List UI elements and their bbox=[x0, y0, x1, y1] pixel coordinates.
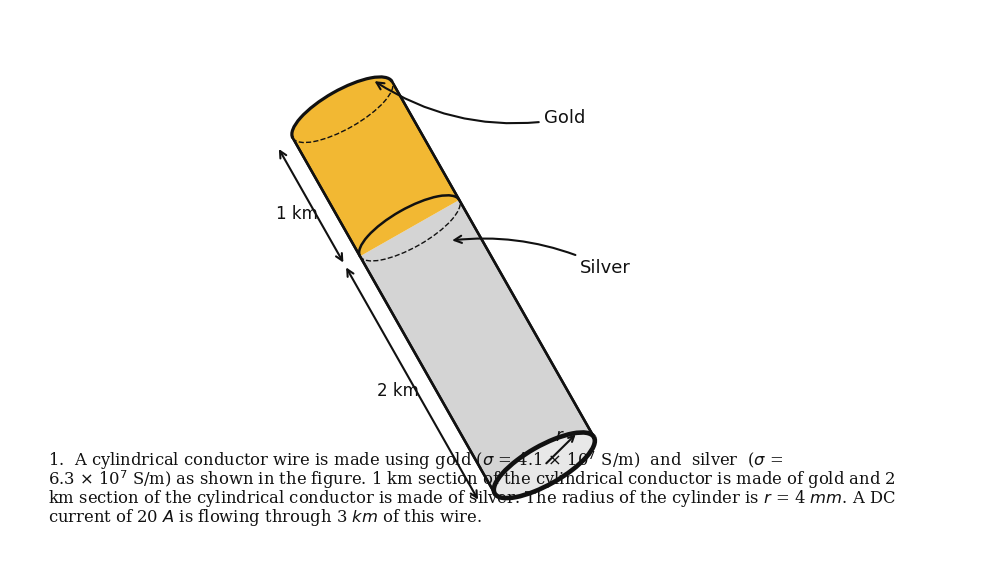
Text: 2 km: 2 km bbox=[377, 382, 418, 400]
Text: current of 20 $A$ is flowing through 3 $km$ of this wire.: current of 20 $A$ is flowing through 3 $… bbox=[49, 507, 482, 528]
Text: 1 km: 1 km bbox=[276, 205, 318, 223]
Text: r: r bbox=[555, 427, 562, 445]
Polygon shape bbox=[493, 432, 594, 498]
Polygon shape bbox=[360, 200, 593, 493]
Polygon shape bbox=[292, 82, 459, 256]
Text: 6.3 $\times$ 10$^7$ S/m) as shown in the figure. 1 km section of the cylindrical: 6.3 $\times$ 10$^7$ S/m) as shown in the… bbox=[49, 469, 895, 492]
Text: Silver: Silver bbox=[454, 236, 629, 277]
Polygon shape bbox=[291, 77, 393, 143]
Text: Gold: Gold bbox=[376, 82, 585, 128]
Text: km section of the cylindrical conductor is made of silver. The radius of the cyl: km section of the cylindrical conductor … bbox=[49, 488, 896, 509]
Text: 1.  A cylindrical conductor wire is made using gold ($\sigma$ = 4.1 $\times$ 10$: 1. A cylindrical conductor wire is made … bbox=[49, 450, 782, 472]
